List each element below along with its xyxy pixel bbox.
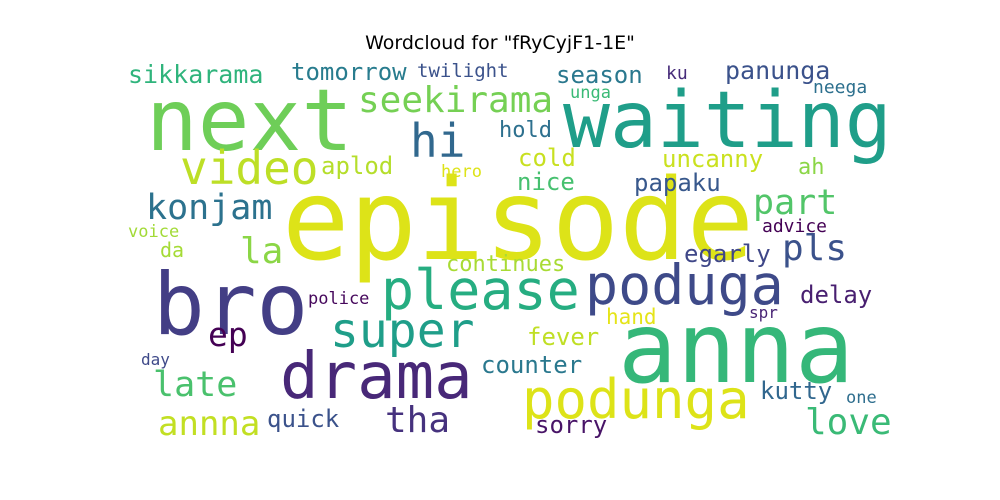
word-video: video bbox=[180, 141, 319, 195]
word-bro: bro bbox=[153, 255, 309, 355]
word-konjam: konjam bbox=[146, 188, 273, 228]
word-twilight: twilight bbox=[417, 60, 509, 82]
word-sikkarama: sikkarama bbox=[128, 60, 264, 89]
word-ah: ah bbox=[798, 155, 825, 180]
word-ep: ep bbox=[208, 315, 248, 354]
word-cold: cold bbox=[518, 144, 576, 172]
word-unga: unga bbox=[570, 83, 611, 103]
word-podunga: podunga bbox=[522, 368, 750, 431]
word-one: one bbox=[846, 388, 877, 408]
word-aplod: aplod bbox=[321, 152, 394, 180]
word-uncanny: uncanny bbox=[662, 145, 764, 173]
word-kutty: kutty bbox=[760, 377, 833, 405]
word-tha: tha bbox=[385, 400, 451, 441]
word-neega: neega bbox=[813, 77, 868, 98]
word-ku: ku bbox=[666, 63, 688, 84]
word-late: late bbox=[153, 365, 238, 405]
word-hero: hero bbox=[441, 162, 482, 182]
word-please: please bbox=[381, 258, 580, 322]
word-sorry: sorry bbox=[535, 411, 608, 439]
word-continues: continues bbox=[446, 252, 566, 277]
word-episode: episode bbox=[282, 156, 755, 286]
word-hand: hand bbox=[606, 305, 657, 329]
word-fever: fever bbox=[527, 323, 600, 351]
word-cloud: episode waiting anna next bro drama please podu… bbox=[125, 58, 895, 443]
word-advice: advice bbox=[762, 216, 828, 237]
word-drama: drama bbox=[280, 340, 473, 414]
word-seekirama: seekirama bbox=[358, 80, 554, 121]
word-delay: delay bbox=[800, 281, 873, 309]
chart-title: Wordcloud for "fRyCyjF1-1E" bbox=[365, 32, 635, 54]
word-annna: annna bbox=[158, 404, 261, 444]
word-love: love bbox=[805, 402, 892, 443]
word-pls: pls bbox=[782, 228, 848, 269]
word-hold: hold bbox=[499, 118, 552, 143]
word-police: police bbox=[308, 289, 370, 309]
word-next: next bbox=[146, 71, 354, 171]
word-spr: spr bbox=[749, 303, 778, 322]
word-waiting: waiting bbox=[563, 76, 892, 166]
word-hi: hi bbox=[410, 114, 466, 168]
word-tomorrow: tomorrow bbox=[291, 58, 407, 86]
word-day: day bbox=[141, 350, 170, 369]
word-counter: counter bbox=[481, 351, 583, 379]
word-la: la bbox=[240, 231, 284, 272]
word-da: da bbox=[160, 238, 185, 262]
word-voice: voice bbox=[128, 222, 180, 242]
word-nice: nice bbox=[517, 168, 575, 196]
word-super: super bbox=[330, 303, 475, 359]
word-quick: quick bbox=[267, 405, 340, 433]
word-panunga: panunga bbox=[725, 56, 831, 85]
word-papaku: papaku bbox=[634, 169, 721, 197]
word-anna: anna bbox=[618, 292, 855, 406]
word-egarly: egarly bbox=[684, 240, 771, 268]
word-season: season bbox=[556, 61, 643, 89]
word-poduga: poduga bbox=[585, 253, 784, 317]
word-part: part bbox=[753, 183, 838, 223]
